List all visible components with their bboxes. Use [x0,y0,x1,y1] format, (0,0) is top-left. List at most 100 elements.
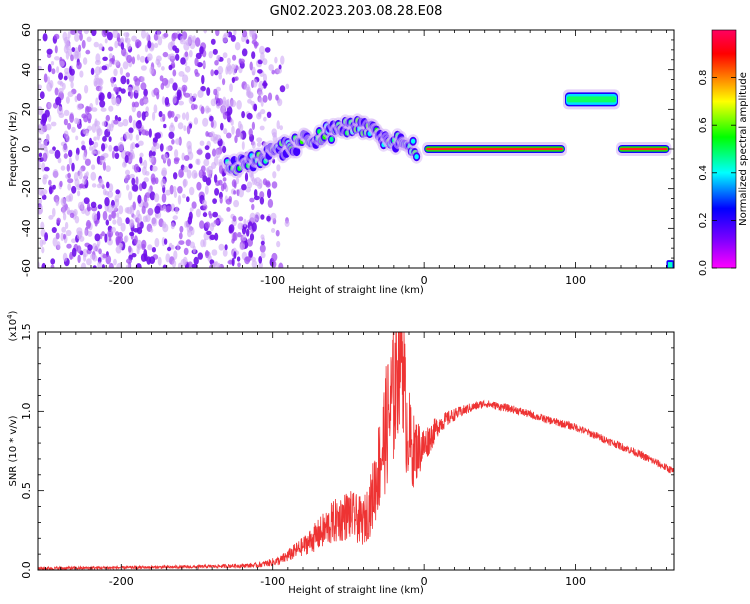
noise-cell [148,128,152,138]
noise-cell [122,61,129,70]
noise-cell [174,116,178,123]
noise-cell [82,152,87,161]
noise-cell [200,106,205,115]
noise-cell [278,64,282,70]
noise-cell [124,154,129,164]
noise-cell [222,145,227,154]
noise-cell [209,222,215,232]
noise-cell [151,247,156,253]
noise-cell [187,215,193,225]
y-tick-label: 0 [20,146,33,153]
tone-core [566,96,616,103]
noise-cell [232,67,236,76]
noise-cell [267,92,273,101]
noise-cell [60,165,66,171]
noise-cell [266,111,272,119]
noise-cell [86,258,92,266]
noise-cell [102,56,108,61]
noise-cell [66,243,72,249]
noise-cell [39,91,45,99]
noise-cell [74,54,79,59]
tone-line-2 [615,142,672,156]
noise-cell [285,83,290,90]
noise-cell [50,264,55,268]
noise-cell [156,55,162,62]
noise-cell [43,73,48,83]
noise-cell [114,152,120,159]
noise-cell [222,78,226,86]
noise-cell [194,57,199,67]
noise-cell [208,213,213,219]
noise-cell [170,122,174,128]
noise-cell [143,177,149,183]
band-cell [293,147,301,157]
noise-cell [151,165,158,172]
noise-cell [215,148,221,159]
noise-cell [219,217,224,223]
noise-cell [133,101,140,108]
noise-cell [93,136,97,141]
noise-cell [175,206,179,215]
noise-cell [125,169,130,176]
noise-cell [251,39,258,45]
noise-cell [199,170,203,177]
noise-cell [234,135,238,144]
noise-cell [76,61,82,70]
noise-cell [105,165,111,173]
noise-cell [172,69,177,77]
noise-cell [96,125,101,134]
noise-cell [206,87,211,96]
noise-cell [262,82,268,87]
noise-cell [191,201,197,209]
noise-cell [204,145,210,151]
noise-cell [41,246,45,254]
y-tick-label: 60 [20,23,33,37]
noise-cell [73,172,79,182]
noise-cell [238,216,244,222]
noise-cell [184,51,189,58]
noise-cell [41,262,46,268]
noise-cell [193,104,198,110]
noise-cell [61,198,66,204]
noise-cell [154,205,161,214]
noise-cell [182,74,189,83]
noise-cell [83,197,90,205]
noise-cell [189,241,195,249]
noise-cell [95,97,99,106]
noise-cell [149,191,156,201]
noise-cell [77,254,81,264]
noise-cell [91,164,96,170]
noise-cell [76,103,83,111]
noise-cell [114,194,120,203]
noise-cell [250,172,254,182]
noise-cell [46,48,53,55]
noise-cell [241,184,247,191]
noise-cell [126,54,133,64]
noise-cell [125,32,130,38]
noise-cell [172,32,179,39]
noise-cell [180,57,186,65]
noise-cell [188,96,194,105]
tone-line-1 [562,89,620,110]
noise-cell [51,68,56,75]
noise-cell [71,126,76,133]
noise-cell [63,233,66,240]
noise-cell [91,212,98,222]
noise-cell [179,225,184,233]
noise-cell [51,227,57,233]
noise-cell [54,149,61,159]
noise-cell [200,85,206,92]
snr-ylabel: SNR (10 * v/v) [8,415,19,486]
noise-cell [155,132,161,139]
noise-cell [165,146,171,152]
noise-cell [233,181,237,189]
noise-cell [92,243,98,252]
noise-cell [97,261,102,268]
noise-cell [251,140,256,149]
noise-cell [99,154,106,164]
noise-cell [68,149,73,158]
x-tick-label: 100 [565,575,586,588]
noise-cell [124,207,130,214]
noise-cell [126,184,130,191]
